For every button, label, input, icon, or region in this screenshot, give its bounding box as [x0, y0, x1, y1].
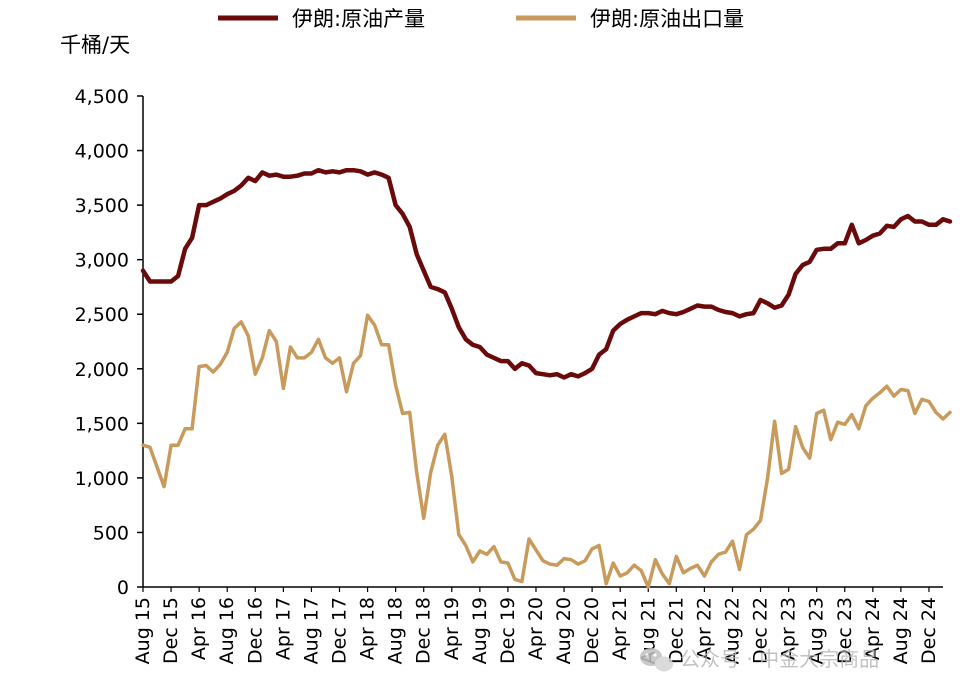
x-tick-label: Dec 22 — [750, 597, 772, 664]
x-tick-label: Apr 21 — [609, 597, 631, 660]
x-tick-label: Aug 19 — [469, 597, 491, 664]
y-tick-label: 2,000 — [75, 359, 129, 381]
x-tick-label: Apr 19 — [441, 597, 463, 660]
x-tick-label: Apr 16 — [188, 597, 210, 660]
x-axis-ticks: Aug 15 Dec 15 Apr 16 Aug 16 Dec 16 Apr 17 Aug … — [132, 587, 940, 664]
x-tick-label: Apr 23 — [778, 597, 800, 660]
watermark-text: 公众号 · 中金大宗商品 — [680, 647, 879, 671]
x-tick-label: Dec 21 — [665, 597, 687, 664]
axes — [142, 96, 943, 588]
y-tick-label: 3,000 — [75, 250, 129, 272]
x-tick-label: Aug 15 — [132, 597, 154, 664]
x-tick-label: Dec 24 — [918, 597, 940, 664]
wechat-icon — [640, 648, 673, 672]
y-axis-ticks: 0 500 1,000 1,500 2,000 2,500 3,000 3,500 4,000 4… — [75, 86, 143, 599]
x-tick-label: Aug 22 — [721, 597, 743, 664]
x-tick-label: Dec 20 — [581, 597, 603, 664]
y-axis-unit-label: 千桶/天 — [60, 33, 130, 57]
x-tick-label: Aug 24 — [890, 597, 912, 664]
x-tick-label: Aug 21 — [637, 597, 659, 664]
x-tick-label: Aug 20 — [553, 597, 575, 664]
x-tick-label: Apr 18 — [357, 597, 379, 660]
y-tick-label: 3,500 — [75, 195, 129, 217]
x-tick-label: Aug 18 — [385, 597, 407, 664]
legend: 伊朗:原油产量 伊朗:原油出口量 — [218, 7, 744, 31]
legend-label-exports: 伊朗:原油出口量 — [590, 7, 744, 31]
y-tick-label: 4,500 — [75, 86, 129, 108]
x-tick-label: Dec 23 — [834, 597, 856, 664]
x-tick-label: Apr 22 — [693, 597, 715, 660]
x-tick-label: Apr 17 — [272, 597, 294, 660]
crude-exports-line — [141, 313, 952, 589]
series-layer — [140, 167, 953, 589]
y-tick-label: 2,500 — [75, 304, 129, 326]
x-tick-label: Aug 23 — [806, 597, 828, 664]
x-tick-label: Dec 18 — [413, 597, 435, 664]
y-tick-label: 4,000 — [75, 141, 129, 163]
x-tick-label: Dec 19 — [497, 597, 519, 664]
y-tick-label: 1,000 — [75, 468, 129, 490]
watermark: 公众号 · 中金大宗商品 — [640, 647, 879, 672]
y-tick-label: 0 — [117, 577, 129, 599]
x-tick-label: Apr 24 — [862, 597, 884, 660]
x-tick-label: Apr 20 — [525, 597, 547, 660]
y-tick-label: 500 — [93, 522, 129, 544]
x-tick-label: Aug 16 — [216, 597, 238, 664]
x-tick-label: Dec 16 — [244, 597, 266, 664]
x-tick-label: Dec 15 — [160, 597, 182, 664]
x-tick-label: Aug 17 — [300, 597, 322, 664]
y-tick-label: 1,500 — [75, 413, 129, 435]
x-tick-label: Dec 17 — [328, 597, 350, 664]
crude-production-line — [140, 167, 953, 380]
legend-label-production: 伊朗:原油产量 — [292, 7, 425, 31]
